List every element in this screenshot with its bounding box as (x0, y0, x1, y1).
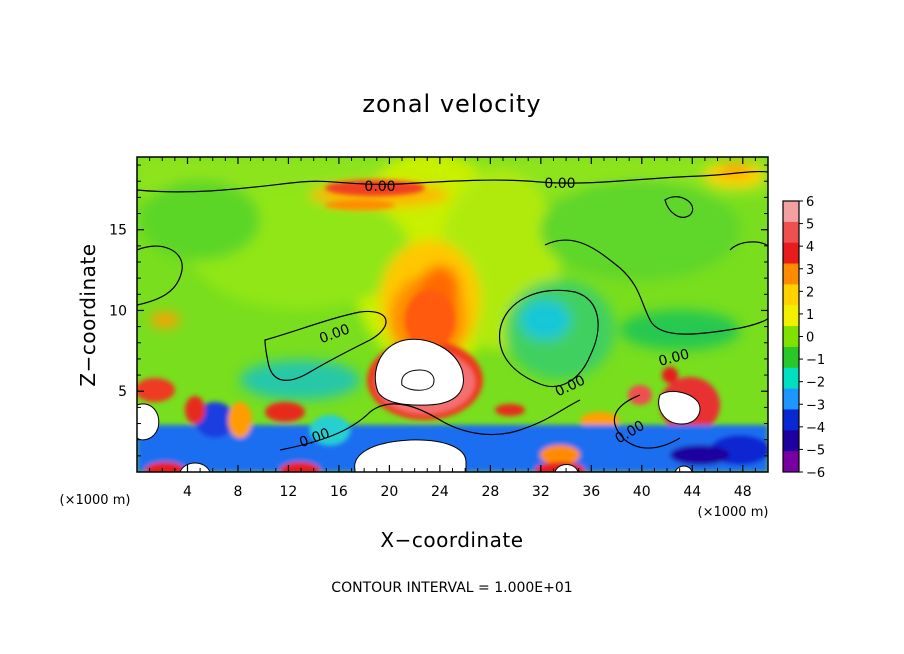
contour-interval-note: CONTOUR INTERVAL = 1.000E+01 (331, 580, 572, 596)
y-tick-label: 15 (109, 223, 127, 239)
colorbar-swatch (783, 242, 799, 265)
colorbar-swatch (783, 326, 799, 348)
x-tick-label: 24 (431, 484, 449, 500)
y-tick-label: 10 (109, 303, 127, 319)
colorbar-label: −5 (806, 443, 825, 458)
y-tick-label: 5 (118, 384, 127, 400)
colorbar-label: 4 (806, 240, 814, 255)
x-tick-label: 16 (330, 484, 348, 500)
plot-field (137, 157, 768, 472)
colorbar: 6 5 4 3 2 1 0 −1 −2 −3 −4 −5 −6 (782, 195, 825, 481)
colorbar-label: −2 (806, 376, 825, 391)
colorbar-swatch (783, 367, 799, 390)
colorbar-label: −1 (806, 353, 825, 368)
colorbar-label: 3 (806, 263, 814, 278)
colorbar-label: −6 (806, 466, 825, 481)
y-axis-label: Z−coordinate (76, 243, 100, 386)
x-tick-label: 12 (280, 484, 298, 500)
colorbar-swatch (783, 388, 799, 410)
colorbar-swatch (783, 263, 799, 285)
colorbar-label: −3 (806, 398, 825, 413)
colorbar-label: 5 (806, 218, 814, 233)
contour-label: 0.00 (657, 346, 691, 370)
x-tick-label: 32 (532, 484, 550, 500)
colorbar-label: 1 (806, 308, 814, 323)
z-unit-label: (×1000 m) (60, 493, 131, 508)
x-unit-label: (×1000 m) (698, 505, 769, 520)
x-axis-ticks: 4 8 12 16 20 24 28 32 36 40 44 48 (149, 157, 756, 500)
colorbar-swatch (783, 430, 799, 452)
x-tick-label: 48 (734, 484, 752, 500)
x-tick-label: 36 (582, 484, 600, 500)
colorbar-label: −4 (806, 421, 825, 436)
colorbar-label: 6 (806, 195, 814, 210)
y-axis-ticks: 5 10 15 (109, 164, 768, 457)
x-tick-label: 4 (183, 484, 192, 500)
zero-contours (137, 170, 768, 451)
x-tick-label: 40 (633, 484, 651, 500)
colorbar-label: 0 (806, 331, 814, 346)
colorbar-swatch (783, 305, 799, 327)
saturated-cores (137, 338, 701, 472)
colorbar-swatch (783, 409, 799, 431)
x-tick-label: 28 (481, 484, 499, 500)
colorbar-swatch (783, 346, 799, 369)
x-tick-label: 44 (683, 484, 701, 500)
contour-label: 0.00 (544, 176, 575, 192)
colorbar-swatch (783, 451, 799, 473)
x-tick-label: 8 (233, 484, 242, 500)
contour-label: 0.00 (364, 179, 395, 195)
x-axis-label: X−coordinate (380, 528, 523, 552)
x-tick-label: 20 (380, 484, 398, 500)
colorbar-label: 2 (806, 285, 814, 300)
colorbar-swatch (783, 221, 799, 244)
colorbar-swatch (783, 284, 799, 306)
chart-title: zonal velocity (362, 90, 541, 118)
colorbar-swatch (783, 201, 799, 223)
